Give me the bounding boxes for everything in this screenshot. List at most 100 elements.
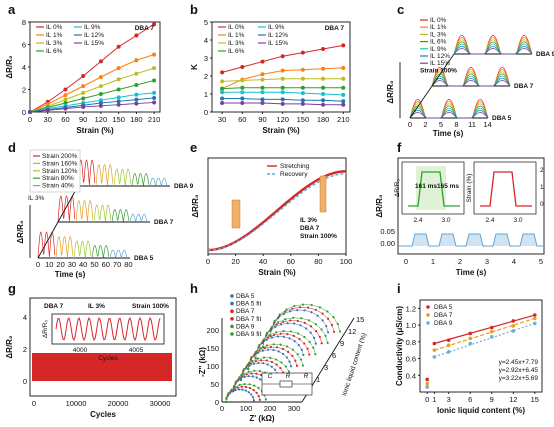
- data-point: [63, 93, 68, 98]
- stack-wave: [129, 213, 148, 224]
- y-tick-label: 4: [23, 313, 27, 322]
- legend-label: IL 0%: [46, 24, 63, 31]
- inset-trace: [55, 316, 161, 342]
- x-tick-label: 60: [61, 115, 69, 124]
- x-tick-label: 20000: [108, 399, 129, 408]
- fit-equation: y=3.22x+5.69: [499, 375, 539, 382]
- stack-wave: [409, 105, 489, 119]
- y-axis-label: Conductivity (μS/cm): [395, 306, 404, 386]
- y-axis-label: -Z'' (kΩ): [198, 347, 207, 377]
- legend-marker: [426, 321, 430, 325]
- x-tick-label: 40: [79, 260, 87, 269]
- y-tick-label: 2: [23, 345, 27, 354]
- inset-y-label: Strain (%): [466, 174, 473, 203]
- impedance-point: [247, 367, 250, 371]
- stack-wave: [93, 204, 112, 223]
- y-tick-label: 4: [204, 36, 208, 45]
- x-tick-label: 3: [485, 257, 489, 266]
- data-point: [220, 86, 225, 91]
- legend-marker: [230, 324, 234, 329]
- x-axis-label: Strain (%): [76, 126, 114, 135]
- circuit-label: C: [268, 373, 273, 380]
- x-axis-label: Strain (%): [258, 268, 296, 277]
- data-point: [321, 92, 326, 96]
- x-tick-label: 1: [431, 257, 435, 266]
- data-point: [98, 98, 103, 103]
- legend-label: Strain 200%: [42, 153, 78, 160]
- stack-wave: [453, 39, 533, 55]
- x-axis-label: Cycles: [90, 410, 116, 419]
- plot-frame-g: [29, 297, 177, 397]
- x-tick-label: 0: [206, 257, 210, 266]
- x-tick-label: 60: [102, 260, 110, 269]
- series-line: [29, 23, 155, 113]
- panel-label-c: c: [397, 2, 404, 17]
- data-point: [116, 87, 121, 92]
- y-axis-label: ΔR/R₀: [16, 220, 25, 244]
- data-point: [240, 96, 245, 101]
- x-tick-label: 15: [531, 395, 539, 404]
- legend-label: IL 12%: [268, 32, 288, 39]
- stack-wave: [431, 71, 511, 87]
- circuit-resistor: [279, 380, 293, 388]
- data-point: [63, 87, 68, 92]
- data-point: [134, 101, 139, 106]
- data-point: [321, 66, 326, 71]
- panel-label-g: g: [8, 281, 16, 296]
- y-tick-label: 4: [22, 63, 26, 72]
- data-point: [220, 90, 225, 95]
- legend-label: DBA 5: [236, 293, 255, 300]
- y-tick-label: 2: [22, 86, 26, 95]
- x-axis-label: Time (s): [433, 129, 464, 138]
- x-tick-label: 6: [468, 395, 472, 404]
- legend-marker: [230, 332, 234, 336]
- impedance-fit: [240, 357, 291, 381]
- stack-label: DBA 7: [514, 83, 534, 90]
- legend-label: IL 0%: [228, 24, 245, 31]
- fit-equation: y=2.45x+7.79: [499, 359, 539, 366]
- stack-wave: [431, 69, 511, 87]
- legend-label: DBA 7 fit: [236, 316, 261, 323]
- impedance-fit: [255, 330, 316, 359]
- stack-wave: [75, 199, 94, 223]
- legend-label: DBA 9 fit: [236, 331, 261, 338]
- stack-label: DBA 5: [134, 255, 154, 262]
- x-tick-label: 90: [79, 115, 87, 124]
- legend-label: DBA 7: [434, 312, 453, 319]
- inset-x-label: Cycles: [98, 355, 118, 362]
- annotation: Strain 100%: [132, 303, 169, 310]
- data-point: [240, 85, 245, 90]
- x-tick-label: 120: [95, 115, 108, 124]
- data-point: [300, 98, 305, 103]
- stack-wave: [409, 103, 489, 119]
- stack-wave: [453, 41, 533, 55]
- y-tick-label: 100: [206, 362, 219, 371]
- stack-wave: [149, 177, 168, 188]
- legend-label: IL 15%: [84, 40, 104, 47]
- data-point: [280, 54, 285, 59]
- y-tick-label: 50: [211, 380, 219, 389]
- x-tick-label: 0: [28, 115, 32, 124]
- x-axis-label: Time (s): [456, 268, 487, 277]
- data-point: [300, 85, 305, 90]
- z-tick-label: 1: [316, 375, 320, 384]
- circuit-label: R: [286, 373, 291, 380]
- data-point: [98, 101, 103, 105]
- stack-wave: [95, 163, 114, 187]
- stack-wave: [453, 45, 533, 55]
- data-point: [152, 78, 157, 83]
- x-tick-label: 30: [44, 115, 52, 124]
- inset-trace: [408, 171, 460, 207]
- impedance-fit: [262, 317, 328, 348]
- stack-wave: [431, 66, 511, 87]
- x-tick-label: 20: [56, 260, 64, 269]
- legend-label: IL 12%: [84, 32, 104, 39]
- impedance-fit: [247, 344, 304, 370]
- series-line: [29, 67, 155, 113]
- legend-label: IL 6%: [228, 48, 245, 55]
- legend-label: Recovery: [280, 171, 308, 178]
- data-point: [45, 108, 50, 113]
- y-axis-label: K: [190, 64, 199, 70]
- legend-label: IL 1%: [430, 24, 447, 31]
- data-point: [446, 350, 451, 354]
